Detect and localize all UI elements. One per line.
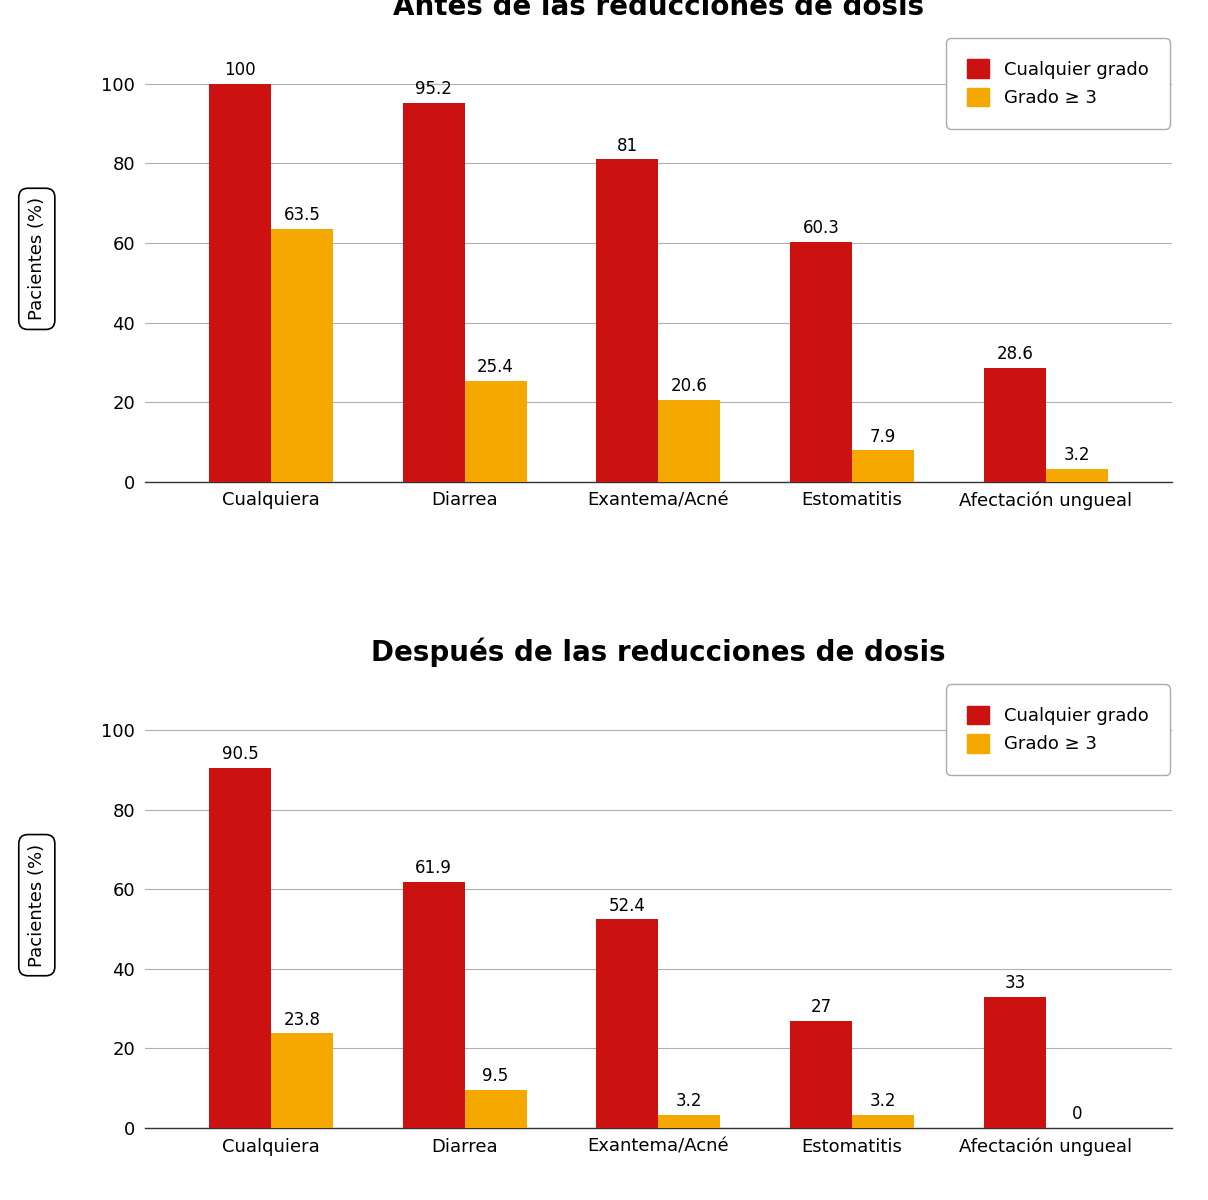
Text: 28.6: 28.6 — [997, 346, 1033, 364]
Text: 61.9: 61.9 — [416, 859, 452, 877]
Bar — [402, 103, 465, 481]
Text: 7.9: 7.9 — [870, 427, 896, 445]
Text: 27: 27 — [811, 997, 831, 1015]
Bar — [658, 400, 720, 481]
Title: Antes de las reducciones de dosis: Antes de las reducciones de dosis — [393, 0, 924, 22]
Text: 52.4: 52.4 — [609, 896, 646, 914]
Bar — [983, 997, 1046, 1128]
Bar — [271, 1033, 333, 1128]
Text: 3.2: 3.2 — [1063, 446, 1090, 464]
Bar — [597, 919, 658, 1128]
Bar — [983, 368, 1046, 481]
Text: 63.5: 63.5 — [284, 206, 320, 224]
Bar — [1046, 469, 1108, 481]
Bar — [852, 450, 914, 481]
Y-axis label: Pacientes (%): Pacientes (%) — [28, 197, 46, 320]
Text: 60.3: 60.3 — [802, 218, 840, 236]
Bar — [597, 160, 658, 481]
Text: 23.8: 23.8 — [284, 1010, 320, 1028]
Text: 33: 33 — [1004, 974, 1026, 992]
Text: 9.5: 9.5 — [482, 1068, 509, 1086]
Legend: Cualquier grado, Grado ≥ 3: Cualquier grado, Grado ≥ 3 — [953, 691, 1163, 768]
Legend: Cualquier grado, Grado ≥ 3: Cualquier grado, Grado ≥ 3 — [953, 46, 1163, 121]
Bar — [852, 1115, 914, 1128]
Bar — [790, 1020, 852, 1128]
Bar — [658, 1115, 720, 1128]
Bar — [402, 882, 465, 1128]
Y-axis label: Pacientes (%): Pacientes (%) — [28, 844, 46, 967]
Text: 90.5: 90.5 — [221, 745, 259, 763]
Text: 100: 100 — [223, 61, 256, 79]
Bar — [465, 1090, 527, 1128]
Bar — [465, 380, 527, 481]
Bar — [790, 241, 852, 481]
Text: 3.2: 3.2 — [676, 1092, 703, 1110]
Text: 20.6: 20.6 — [670, 377, 708, 395]
Text: 3.2: 3.2 — [870, 1092, 896, 1110]
Bar — [209, 84, 271, 481]
Bar — [271, 229, 333, 481]
Bar — [209, 768, 271, 1128]
Text: 25.4: 25.4 — [477, 358, 515, 376]
Text: 81: 81 — [617, 137, 638, 155]
Text: 95.2: 95.2 — [416, 80, 452, 98]
Title: Después de las reducciones de dosis: Después de las reducciones de dosis — [371, 638, 946, 667]
Text: 0: 0 — [1071, 1105, 1082, 1123]
